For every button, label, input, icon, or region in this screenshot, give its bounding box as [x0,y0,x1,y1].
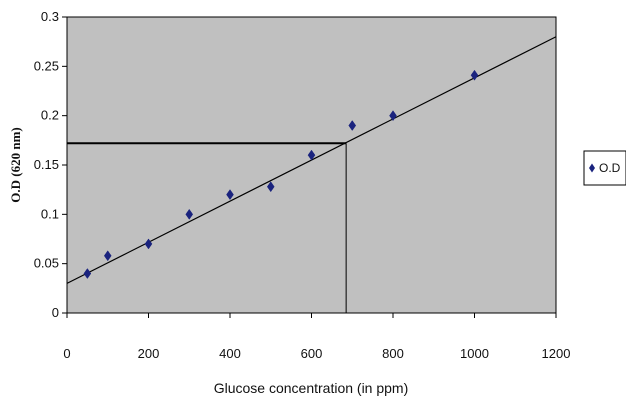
x-tick-label: 200 [138,346,160,361]
data-point [83,268,92,279]
plot-area [66,16,557,314]
y-tick-label: 0 [52,305,59,320]
data-points [83,69,479,279]
data-point [470,69,479,81]
y-tick-label: 0.05 [34,256,59,271]
legend: O.D [583,150,626,186]
data-point [348,120,357,131]
x-tick-label: 800 [382,346,404,361]
y-axis-title: O.D (620 nm) [8,127,23,202]
x-tick-label: 1000 [460,346,489,361]
data-point [103,250,112,262]
y-tick-label: 0.3 [41,9,59,24]
legend-marker-diamond [589,163,595,173]
data-point [389,110,397,122]
data-point [307,149,316,161]
data-point [226,189,234,201]
x-tick-label: 600 [301,346,323,361]
x-axis-ticks: 0 200 400 600 800 1000 1200 [63,313,570,361]
y-tick-label: 0.25 [34,58,59,73]
y-tick-label: 0.15 [34,157,59,172]
y-tick-label: 0.1 [41,206,59,221]
data-point [266,181,275,193]
legend-label: O.D [599,161,621,175]
data-point [185,208,194,220]
x-tick-label: 400 [219,346,241,361]
x-axis-title: Glucose concentration (in ppm) [214,380,409,396]
y-axis-ticks: 0 0.05 0.1 0.15 0.2 0.25 0.3 [34,9,67,320]
x-tick-label: 1200 [542,346,571,361]
y-tick-label: 0.2 [41,108,59,123]
data-point [144,238,153,250]
reference-lines [67,142,347,313]
x-tick-label: 0 [63,346,70,361]
